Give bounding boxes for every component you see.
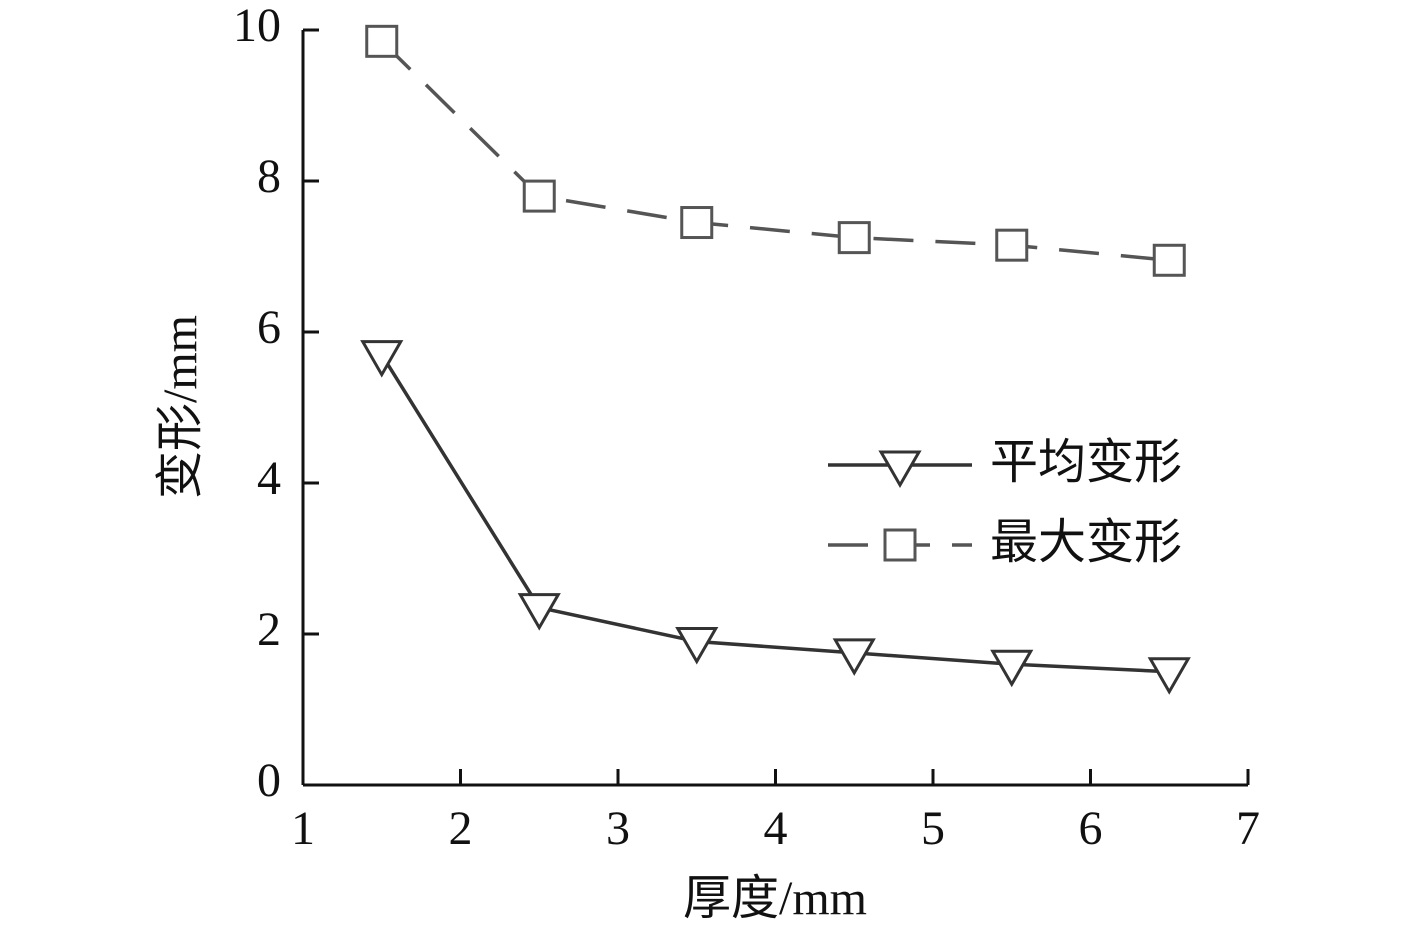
legend-marker [883,528,917,562]
y-tick-label: 2 [257,603,281,656]
triangle-marker [832,638,876,676]
square-marker [837,221,871,255]
square-marker [522,179,556,213]
y-axis-label: 变形/mm [154,315,207,499]
triangle-marker [1147,657,1191,695]
legend-label: 平均变形 [990,436,1182,489]
triangle-marker [990,649,1034,688]
y-tick-label: 6 [257,301,281,354]
square-marker [1152,243,1186,277]
x-tick-label: 7 [1236,802,1260,855]
triangle-marker [675,627,719,665]
triangle-marker [517,593,561,631]
y-tick-label: 4 [257,452,281,505]
x-tick-label: 3 [606,802,630,855]
square-marker [365,24,399,58]
x-tick-label: 4 [764,802,788,855]
y-tick-label: 8 [257,150,281,203]
legend-label: 最大变形 [990,516,1182,569]
x-tick-label: 1 [291,802,315,855]
x-tick-label: 6 [1079,802,1103,855]
y-tick-label: 10 [233,0,281,52]
triangle-marker [360,340,404,378]
square-marker [680,206,714,240]
series-line [380,40,1170,263]
legend-marker [878,450,922,489]
series-line [380,353,1170,674]
x-tick-label: 2 [449,802,473,855]
square-marker [995,228,1029,262]
x-tick-label: 5 [921,802,945,855]
y-tick-label: 0 [257,754,281,807]
x-axis-label: 厚度/mm [683,872,867,925]
